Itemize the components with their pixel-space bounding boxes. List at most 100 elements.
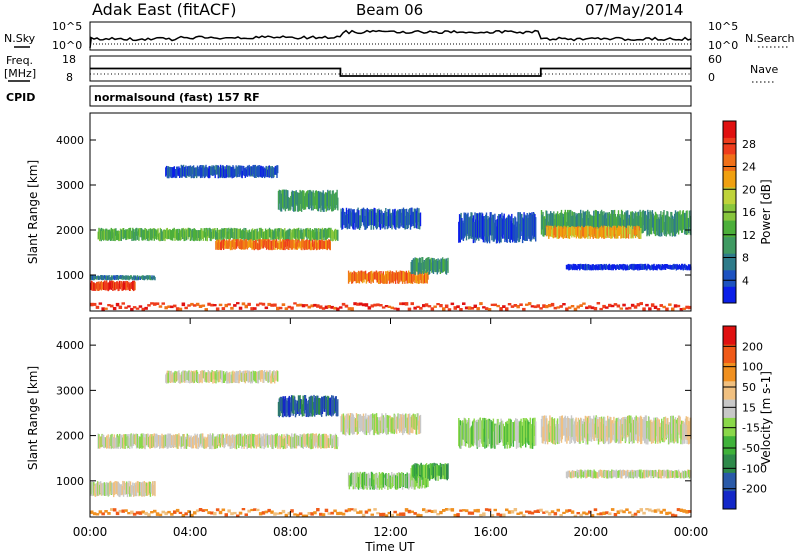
- echo-cell-0-6-79: [401, 208, 403, 225]
- echo-cell-0-3-131: [315, 240, 318, 251]
- nsky-tick-bottom: 10^0: [52, 39, 82, 52]
- echo-cell-0-9-80: [519, 212, 521, 240]
- echo-cell-0-1-6: [94, 275, 96, 279]
- echo-cell-1-2-79: [226, 371, 228, 384]
- echo-cell-1-3-18: [291, 395, 294, 414]
- echo-cell-0-12-75: [623, 264, 625, 269]
- echo-cell-1-1-43: [130, 433, 132, 447]
- echo-cell-0-10-116: [630, 211, 632, 229]
- echo-cell-0-9-89: [526, 213, 528, 241]
- echo-cell-0-2-232: [275, 231, 278, 242]
- echo-cell-0-5-23: [295, 190, 297, 205]
- echo-cell-0-8-30: [433, 258, 435, 271]
- echo-cell-0-1-69: [142, 275, 145, 280]
- echo-cell-1-9-78: [625, 470, 628, 478]
- echo-cell-1-6-12: [419, 463, 422, 476]
- echo-cell-1-2-40: [196, 370, 198, 383]
- echo-cell-0-5-70: [331, 190, 334, 212]
- echo-cell-0-9-64: [507, 215, 509, 239]
- echo-cell-1-7-19: [472, 420, 475, 447]
- echo-cell-0-3-27: [235, 239, 238, 249]
- echo-cell-0-5-35: [304, 193, 307, 210]
- echo-cell-0-2-250: [289, 228, 291, 241]
- echo-cell-0-6-54: [382, 214, 384, 229]
- echo-cell-1-1-87: [164, 434, 166, 448]
- echo-cell-1-5-46: [383, 474, 385, 485]
- echo-cell-1-0-38: [119, 484, 121, 498]
- echo-cell-0-0-10: [97, 281, 99, 291]
- echo-cell-0-0-3: [92, 282, 94, 290]
- echo-cell-1-5-61: [394, 475, 397, 490]
- echo-cell-0-13-28: [170, 305, 174, 309]
- echo-cell-1-8-140: [648, 417, 650, 442]
- echo-cell-1-8-153: [658, 419, 660, 442]
- echo-cell-1-5-64: [397, 476, 399, 489]
- echo-cell-1-1-78: [157, 435, 159, 444]
- echo-cell-0-10-192: [688, 210, 691, 228]
- echo-cell-0-3-66: [265, 241, 268, 250]
- echo-cell-0-0-12: [99, 283, 101, 290]
- echo-cell-1-8-68: [593, 415, 595, 441]
- echo-cell-1-1-235: [278, 435, 280, 448]
- echo-cell-0-2-228: [272, 231, 274, 242]
- echo-cell-0-11-90: [614, 225, 617, 235]
- echo-cell-1-0-82: [152, 485, 155, 495]
- echo-cell-0-2-240: [281, 229, 284, 237]
- echo-cell-1-1-228: [272, 435, 274, 450]
- echo-cell-1-1-76: [155, 433, 158, 448]
- echo-cell-1-2-35: [192, 371, 194, 382]
- echo-cell-1-10-113: [413, 512, 417, 515]
- echo-cell-1-1-273: [307, 433, 309, 447]
- echo-cell-1-8-110: [625, 416, 627, 442]
- echo-cell-1-4-3: [342, 413, 345, 435]
- echo-cell-0-0-52: [129, 283, 132, 291]
- date-title: 07/May/2014: [585, 1, 683, 19]
- echo-cell-0-10-76: [599, 213, 601, 232]
- echo-cell-1-8-49: [578, 420, 580, 444]
- echo-cell-0-3-50: [253, 241, 255, 251]
- echo-cell-0-10-43: [573, 212, 576, 237]
- echo-cell-0-10-45: [575, 213, 577, 235]
- echo-cell-1-9-49: [603, 469, 605, 479]
- echo-cell-1-10-182: [610, 508, 615, 511]
- echo-cell-1-10-16: [135, 511, 140, 515]
- echo-cell-1-2-49: [202, 370, 205, 379]
- echo-cell-0-6-55: [382, 212, 385, 228]
- echo-cell-0-12-105: [646, 265, 648, 271]
- echo-cell-0-5-13: [287, 197, 290, 211]
- echo-cell-0-5-55: [320, 191, 322, 212]
- echo-cell-1-1-266: [301, 434, 304, 448]
- echo-cell-1-10-11: [121, 509, 125, 513]
- echo-cell-0-12-15: [577, 264, 579, 269]
- echo-cell-0-3-53: [255, 239, 258, 249]
- echo-cell-0-13-0: [90, 302, 94, 307]
- echo-cell-0-4-7: [170, 167, 172, 178]
- echo-cell-0-9-63: [506, 217, 508, 243]
- echo-cell-0-1-17: [103, 276, 105, 280]
- echo-cell-1-3-7: [283, 396, 285, 414]
- echo-cell-1-10-111: [407, 509, 412, 514]
- echo-cell-1-10-162: [553, 512, 558, 516]
- echo-cell-1-8-87: [607, 418, 610, 445]
- echo-cell-0-4-44: [199, 165, 201, 177]
- echo-cell-0-2-153: [215, 230, 217, 240]
- station-title: Adak East (fitACF): [92, 0, 236, 19]
- echo-cell-0-13-48: [227, 303, 231, 306]
- echo-cell-0-10-68: [593, 210, 595, 233]
- echo-cell-0-10-63: [589, 214, 591, 233]
- echo-cell-0-10-112: [627, 210, 629, 235]
- echo-cell-0-13-10: [118, 305, 123, 309]
- echo-cell-0-0-57: [133, 280, 135, 291]
- echo-cell-0-0-29: [112, 281, 114, 291]
- echo-cell-1-1-51: [136, 434, 139, 448]
- echo-cell-0-11-108: [628, 225, 630, 234]
- echo-cell-0-13-145: [505, 307, 509, 311]
- echo-cell-0-13-79: [316, 304, 320, 308]
- echo-cell-0-13-96: [364, 303, 369, 307]
- echo-cell-0-12-36: [593, 265, 595, 270]
- echo-cell-0-6-22: [357, 207, 359, 229]
- echo-cell-0-2-194: [246, 232, 248, 241]
- echo-cell-1-8-124: [636, 420, 638, 442]
- echo-cell-0-0-7: [95, 283, 97, 291]
